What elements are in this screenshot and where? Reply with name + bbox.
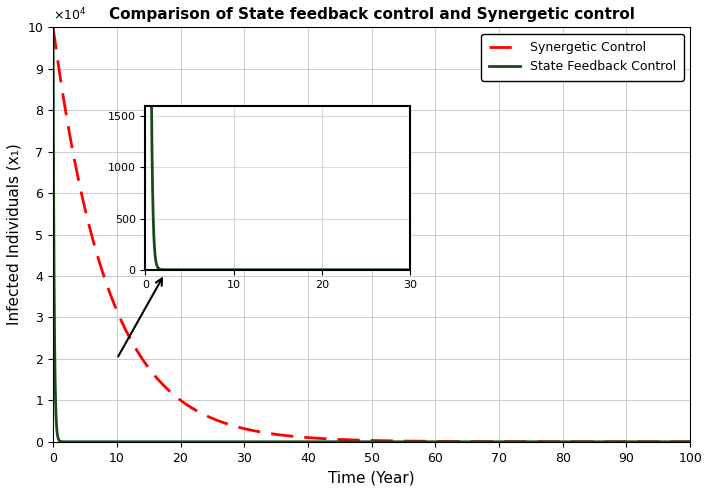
State Feedback Control: [87, 439, 96, 445]
Line: Synergetic Control: Synergetic Control: [53, 28, 690, 442]
State Feedback Control: [75, 439, 84, 445]
Synergetic Control: [174, 396, 182, 401]
State Feedback Control: [174, 439, 182, 445]
Synergetic Control: [49, 25, 57, 31]
Synergetic Control: [686, 439, 694, 445]
State Feedback Control: [686, 439, 694, 445]
Synergetic Control: [75, 182, 84, 187]
State Feedback Control: [49, 25, 57, 31]
Synergetic Control: [87, 230, 96, 236]
X-axis label: Time (Year): Time (Year): [328, 470, 415, 485]
Y-axis label: Infected Individuals (x₁): Infected Individuals (x₁): [7, 144, 22, 325]
Legend: Synergetic Control, State Feedback Control: Synergetic Control, State Feedback Contr…: [481, 33, 684, 81]
Line: State Feedback Control: State Feedback Control: [53, 28, 690, 442]
Title: Comparison of State feedback control and Synergetic control: Comparison of State feedback control and…: [108, 7, 635, 22]
State Feedback Control: [360, 439, 369, 445]
Synergetic Control: [52, 45, 60, 51]
State Feedback Control: [52, 411, 60, 417]
State Feedback Control: [652, 439, 661, 445]
Synergetic Control: [652, 439, 661, 445]
Synergetic Control: [360, 437, 369, 443]
Text: $\times10^4$: $\times10^4$: [53, 6, 86, 23]
